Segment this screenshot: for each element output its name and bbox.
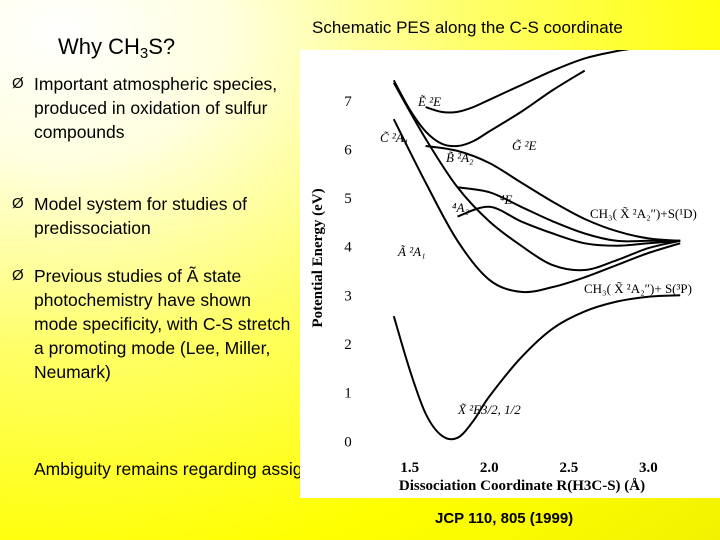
curve-annotation: G̃ ²E (512, 138, 537, 153)
y-axis-label: Potential Energy (eV) (310, 188, 326, 327)
ambiguity-note: Ambiguity remains regarding assignments. (34, 459, 365, 479)
arrow-bullet-icon: Ø (12, 267, 24, 284)
y-tick-label: 7 (344, 94, 352, 110)
y-tick-label: 1 (344, 386, 352, 402)
figure-title: Schematic PES along the C-S coordinate (312, 18, 623, 37)
arrow-bullet-icon: Ø (12, 75, 24, 92)
x-axis-label: Dissociation Coordinate R(H3C-S) (Å) (399, 478, 645, 494)
bullet-item: Ø Important atmospheric species, produce… (12, 72, 292, 144)
slide-title: Why CH3S? (58, 34, 176, 62)
x-tick-label: 2.0 (480, 460, 499, 476)
citation: JCP 110, 805 (1999) (435, 510, 574, 527)
y-tick-label: 2 (344, 337, 352, 353)
pes-figure: 0 1 2 3 4 5 6 7 1.5 2.0 2.5 3.0 Dissociation Coordin… (300, 50, 720, 498)
bullet-item: Ø Model system for studies of predissoci… (12, 192, 292, 240)
pes-curve (457, 186, 681, 243)
curve-annotation: ⁴A₂ (452, 200, 469, 215)
curve-annotation: B̃ ²A₂ (446, 150, 474, 165)
pes-curve (392, 82, 681, 272)
x-tick-label: 2.5 (559, 460, 578, 476)
arrow-bullet-icon: Ø (12, 195, 24, 212)
bullet-text: Previous studies of Ã state photochemist… (34, 266, 291, 382)
curve-annotation: Ã ²A₁ (397, 244, 426, 259)
curve-annotation: C̃ ²A₁ (380, 130, 408, 145)
pes-curve (425, 50, 630, 114)
y-tick-label: 6 (344, 142, 352, 158)
curve-annotation: Ẽ ²E (417, 94, 441, 109)
pes-curve (425, 145, 681, 242)
pes-curve (457, 205, 681, 247)
x-tick-label: 1.5 (400, 460, 419, 476)
pes-curve (392, 69, 586, 148)
bullet-text: Important atmospheric species, produced … (34, 74, 278, 142)
y-tick-label: 4 (344, 240, 352, 256)
curve-annotation: ⁴E (500, 192, 513, 207)
bullet-item: Ø Previous studies of Ã state photochemi… (12, 264, 292, 384)
bullet-text: Model system for studies of predissociat… (34, 194, 247, 238)
y-tick-label: 0 (344, 434, 352, 450)
curve-annotation: CH₃( X̃ ²A₂″)+ S(³P) (584, 281, 692, 296)
curve-annotation: X̃ ²E3/2, 1/2 (457, 402, 521, 417)
y-tick-label: 3 (344, 288, 352, 304)
curve-annotation: CH₃( X̃ ²A₂″)+S(¹D) (590, 206, 697, 221)
y-tick-label: 5 (344, 191, 352, 207)
x-tick-label: 3.0 (639, 460, 658, 476)
pes-curve (392, 294, 681, 441)
pes-chart: 0 1 2 3 4 5 6 7 1.5 2.0 2.5 3.0 Dissociation Coordin… (310, 50, 697, 494)
pes-curve (392, 118, 681, 294)
